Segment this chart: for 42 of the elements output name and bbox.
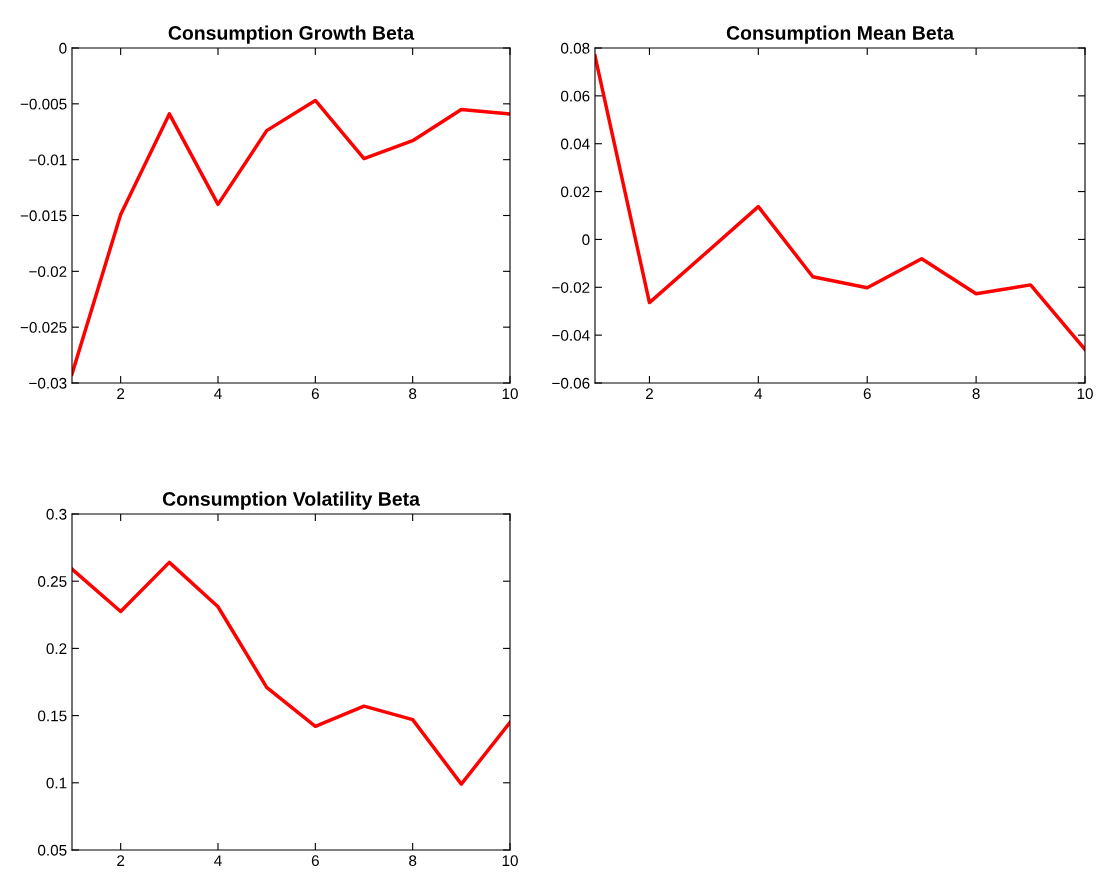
y-tick-label: 0.08 [561, 42, 590, 54]
x-tick-label: 6 [311, 855, 319, 867]
x-tick-label: 10 [502, 388, 518, 400]
y-tick-label: 0.1 [46, 777, 67, 789]
line-series [72, 560, 510, 786]
x-tick-label: 8 [409, 388, 417, 400]
chart-title: Consumption Volatility Beta [162, 491, 421, 510]
y-tick-label: 0.02 [561, 186, 590, 198]
y-tick-label: 0 [582, 234, 590, 246]
y-tick-label: 0 [59, 42, 67, 54]
x-tick-label: 4 [754, 388, 763, 399]
y-tick-label: 0.15 [38, 710, 67, 722]
y-tick-label: 0.25 [38, 576, 67, 587]
x-tick-label: 2 [645, 388, 653, 399]
y-tick-label: 0.3 [46, 508, 67, 520]
x-tick-label: 10 [502, 855, 518, 867]
chart-title: Consumption Growth Beta [168, 25, 415, 44]
y-tick-label: −0.015 [20, 210, 67, 222]
x-tick-label: 10 [1077, 388, 1093, 400]
y-tick-label: −0.06 [552, 377, 590, 389]
x-tick-label: 4 [214, 855, 222, 866]
y-tick-label: 0.2 [46, 643, 67, 655]
y-tick-label: −0.025 [20, 322, 67, 333]
y-tick-label: −0.04 [552, 330, 590, 341]
x-tick-label: 4 [214, 388, 222, 399]
y-tick-label: −0.02 [552, 282, 590, 293]
line-series [595, 54, 1085, 352]
y-tick-label: −0.02 [29, 266, 67, 278]
x-tick-label: 2 [117, 855, 125, 866]
y-tick-label: −0.01 [29, 154, 67, 166]
x-tick-label: 2 [117, 388, 125, 399]
y-tick-label: −0.005 [20, 98, 67, 110]
x-tick-label: 8 [409, 855, 417, 867]
chart-title: Consumption Mean Beta [726, 25, 955, 44]
line-series [72, 98, 510, 376]
y-tick-label: 0.05 [38, 844, 67, 856]
y-tick-label: 0.04 [561, 138, 590, 150]
x-tick-label: 6 [311, 388, 319, 400]
y-tick-label: 0.06 [561, 90, 590, 102]
x-tick-label: 8 [972, 388, 980, 400]
y-tick-label: −0.03 [29, 377, 67, 389]
x-tick-label: 6 [863, 388, 871, 400]
